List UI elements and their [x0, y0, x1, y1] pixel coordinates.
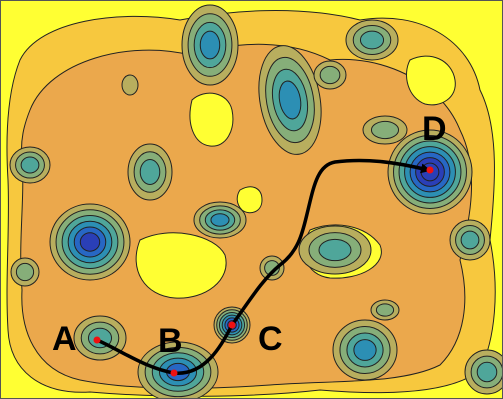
- contour-ring: [278, 80, 302, 120]
- contour-ring: [121, 74, 139, 96]
- point-a-marker: [93, 336, 101, 344]
- contour-ring: [319, 65, 341, 85]
- point-c-marker: [228, 321, 236, 329]
- contour-ring: [139, 159, 161, 185]
- contour-ring: [375, 303, 395, 317]
- contour-ring: [359, 30, 385, 50]
- point-b-label: B: [158, 322, 183, 360]
- point-d-marker: [426, 166, 434, 174]
- contour-rings: [9, 4, 503, 399]
- contour-ring: [318, 238, 352, 262]
- contour-ring: [79, 232, 101, 252]
- contour-ring: [20, 156, 40, 174]
- contour-ring: [15, 262, 35, 282]
- contour-ring: [264, 260, 280, 276]
- contour-ring: [370, 120, 400, 140]
- terrain-level-2: [20, 43, 473, 389]
- contour-ring: [199, 30, 221, 60]
- point-c-label: C: [258, 320, 283, 358]
- contour-ring: [476, 361, 498, 383]
- point-b-marker: [170, 369, 178, 377]
- contour-ring: [210, 213, 230, 227]
- point-a-label: A: [52, 320, 77, 358]
- contour-ring: [353, 339, 377, 361]
- contour-ring: [460, 230, 480, 250]
- point-d-label: D: [422, 110, 447, 148]
